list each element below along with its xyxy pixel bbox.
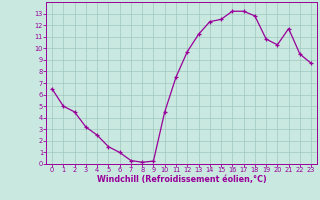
X-axis label: Windchill (Refroidissement éolien,°C): Windchill (Refroidissement éolien,°C) bbox=[97, 175, 267, 184]
